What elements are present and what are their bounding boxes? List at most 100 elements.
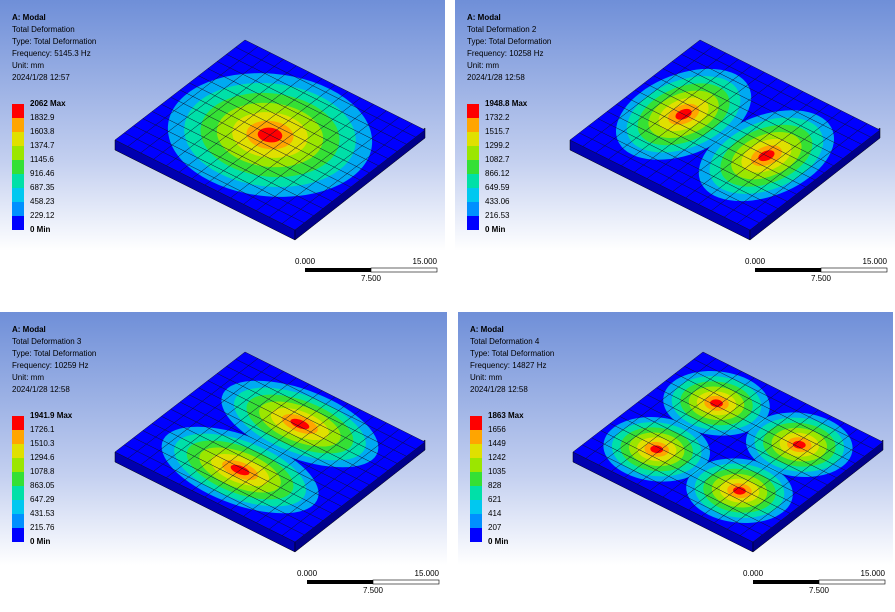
legend-swatch <box>12 160 24 174</box>
mesh-line <box>753 442 883 542</box>
legend-swatch <box>12 174 24 188</box>
legend-swatch <box>470 528 482 542</box>
mesh-line <box>663 69 843 159</box>
mesh-line <box>226 366 406 456</box>
legend-label: 916.46 <box>30 169 55 178</box>
mesh-line <box>231 98 361 198</box>
legend-label: 1449 <box>488 439 506 448</box>
scale-label: 0.000 <box>743 569 764 578</box>
legend-swatch <box>12 514 24 528</box>
contour-band <box>733 486 746 495</box>
header-line: Total Deformation <box>12 25 75 34</box>
legend-swatch <box>467 146 479 160</box>
header-line: Total Deformation 3 <box>12 337 82 346</box>
scale-bar <box>307 580 373 584</box>
legend-swatch <box>12 202 24 216</box>
legend-label: 647.29 <box>30 495 55 504</box>
scale-label: 0.000 <box>745 257 766 266</box>
legend-swatch <box>470 416 482 430</box>
legend-label: 1732.2 <box>485 113 510 122</box>
mesh-line <box>711 111 841 211</box>
mesh-line <box>295 442 425 542</box>
mesh-line <box>226 54 406 144</box>
mesh-line <box>244 104 374 204</box>
legend-label: 1374.7 <box>30 141 55 150</box>
scale-label: 7.500 <box>811 274 832 283</box>
legend-label: 433.06 <box>485 197 510 206</box>
legend-label: 621 <box>488 495 502 504</box>
header-line: Unit: mm <box>12 61 44 70</box>
legend-swatch <box>12 472 24 486</box>
legend-swatch <box>467 104 479 118</box>
result-panel: A: Modal Total Deformation 3 Type: Total D… <box>0 312 447 610</box>
legend-label: 1603.8 <box>30 127 55 136</box>
header-line: 2024/1/28 12:58 <box>470 385 528 394</box>
mesh-line <box>218 403 348 503</box>
mesh-line <box>676 403 806 503</box>
mesh-line <box>295 130 425 230</box>
header-line: Frequency: 14827 Hz <box>470 361 547 370</box>
legend-label: 458.23 <box>30 197 55 206</box>
mesh-line <box>231 410 361 510</box>
mesh-line <box>675 373 855 463</box>
mesh-line <box>684 366 864 456</box>
scale-bar <box>372 579 440 585</box>
mesh-line <box>217 373 397 463</box>
mesh-line <box>199 76 379 166</box>
plate-top <box>115 40 425 230</box>
scale-bar <box>753 580 819 584</box>
legend-swatch <box>467 132 479 146</box>
mesh-line <box>691 47 871 137</box>
legend-label: 1832.9 <box>30 113 55 122</box>
legend-swatch <box>467 216 479 230</box>
mesh-line <box>750 130 880 230</box>
legend-label: 649.59 <box>485 183 510 192</box>
legend-swatch <box>470 444 482 458</box>
legend-label: 1082.7 <box>485 155 510 164</box>
legend-swatch <box>470 514 482 528</box>
mesh-line <box>644 83 824 173</box>
header-line: Type: Total Deformation <box>467 37 551 46</box>
mesh-line <box>208 381 388 471</box>
mesh-line <box>189 395 369 485</box>
mesh-line <box>245 352 425 442</box>
header-line: Total Deformation 2 <box>467 25 537 34</box>
plate-top <box>573 352 883 542</box>
legend-label: 1515.7 <box>485 127 510 136</box>
legend-label: 1510.3 <box>30 439 55 448</box>
legend-swatch <box>467 160 479 174</box>
legend-label: 866.12 <box>485 169 510 178</box>
legend-label: 0 Min <box>30 225 51 234</box>
scale-label: 15.000 <box>413 257 438 266</box>
legend-label: 1242 <box>488 453 506 462</box>
mesh-line <box>236 47 416 137</box>
legend-label: 1299.2 <box>485 141 510 150</box>
mesh-line <box>724 117 854 217</box>
legend-label: 687.35 <box>30 183 55 192</box>
header-line: A: Modal <box>12 325 46 334</box>
header-line: Frequency: 10258 Hz <box>467 49 544 58</box>
scale-bar <box>820 267 888 273</box>
mesh-line <box>699 104 829 204</box>
legend-label: 216.53 <box>485 211 510 220</box>
header-line: Type: Total Deformation <box>12 37 96 46</box>
legend-swatch <box>470 472 482 486</box>
mesh-line <box>714 423 844 523</box>
mesh-line <box>737 124 867 224</box>
legend-label: 1941.9 Max <box>30 411 73 420</box>
mesh-line <box>236 359 416 449</box>
legend-swatch <box>12 146 24 160</box>
contour-band <box>710 399 723 408</box>
mesh-line <box>269 117 399 217</box>
header-line: 2024/1/28 12:58 <box>467 73 525 82</box>
mesh-line <box>256 423 386 523</box>
scale-bar <box>370 267 438 273</box>
mesh-line <box>673 91 803 191</box>
legend-swatch <box>467 174 479 188</box>
mesh-line <box>205 397 335 497</box>
scale-label: 7.500 <box>363 586 384 595</box>
legend-label: 1078.8 <box>30 467 55 476</box>
legend-label: 1294.6 <box>30 453 55 462</box>
scale-label: 15.000 <box>861 569 886 578</box>
mesh-line <box>654 76 834 166</box>
